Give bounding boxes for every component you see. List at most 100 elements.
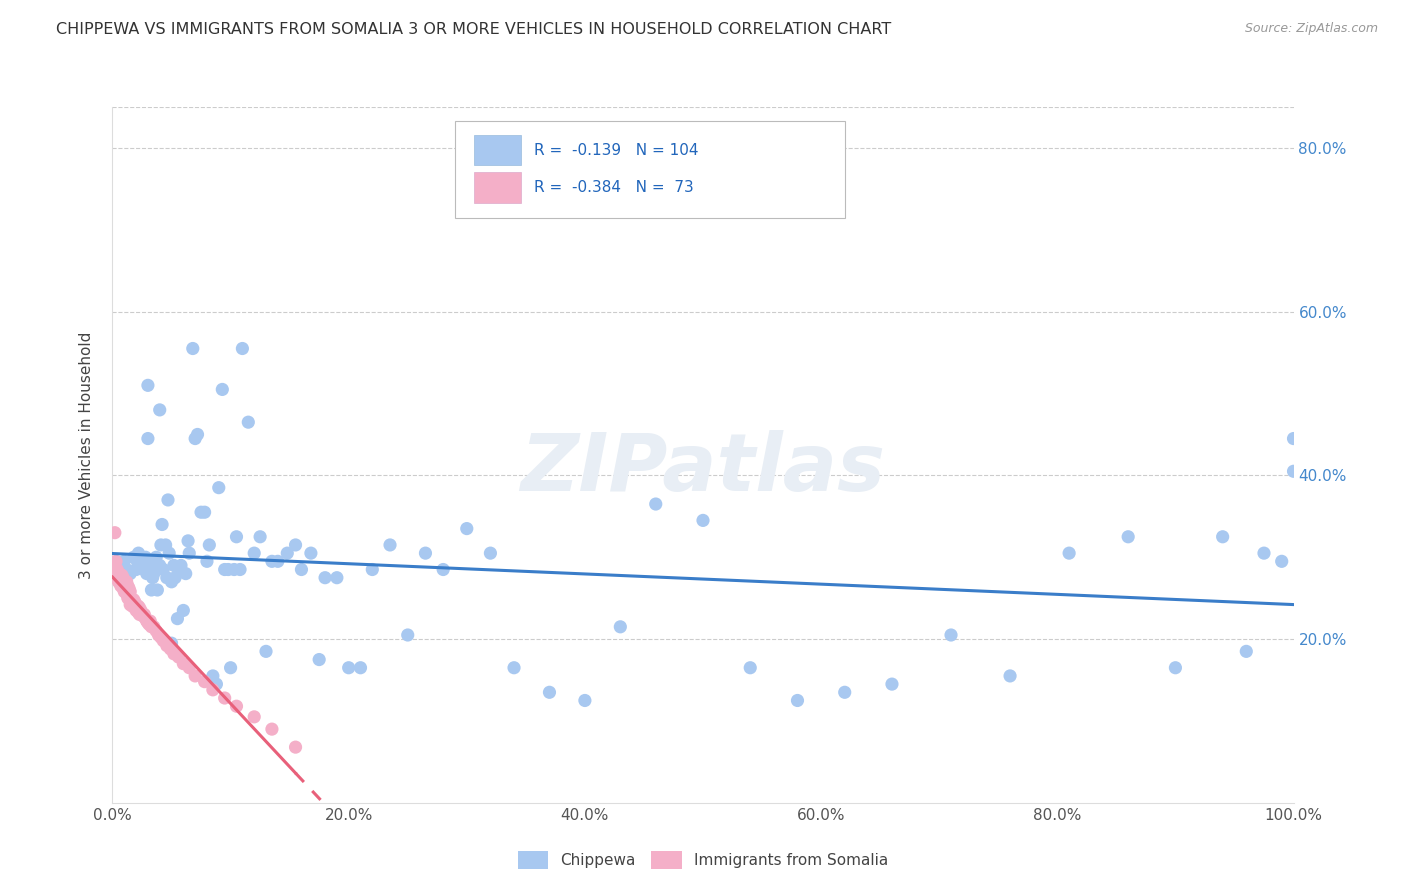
Point bbox=[163, 558, 186, 573]
Point bbox=[238, 415, 260, 429]
Point bbox=[284, 740, 307, 755]
Point bbox=[208, 481, 231, 495]
Text: R =  -0.139   N = 104: R = -0.139 N = 104 bbox=[534, 143, 699, 158]
Text: CHIPPEWA VS IMMIGRANTS FROM SOMALIA 3 OR MORE VEHICLES IN HOUSEHOLD CORRELATION : CHIPPEWA VS IMMIGRANTS FROM SOMALIA 3 OR… bbox=[56, 22, 891, 37]
Point bbox=[214, 691, 236, 706]
Point bbox=[134, 607, 156, 622]
Point bbox=[125, 598, 148, 612]
Point bbox=[121, 599, 143, 614]
Point bbox=[120, 598, 142, 612]
Point bbox=[114, 574, 136, 589]
Point bbox=[132, 609, 155, 624]
Point bbox=[112, 579, 135, 593]
Point bbox=[156, 571, 179, 585]
Point bbox=[167, 650, 190, 665]
Point bbox=[1282, 432, 1305, 446]
Point bbox=[432, 562, 454, 576]
Point bbox=[136, 432, 159, 446]
Point bbox=[503, 661, 526, 675]
Point bbox=[149, 558, 172, 573]
Point bbox=[145, 624, 167, 638]
Point bbox=[172, 657, 194, 671]
Point bbox=[155, 538, 177, 552]
Point bbox=[139, 554, 162, 568]
Point bbox=[127, 546, 149, 560]
Point bbox=[111, 568, 134, 582]
Point bbox=[260, 722, 283, 736]
Point bbox=[740, 661, 762, 675]
Point bbox=[149, 538, 172, 552]
Point bbox=[142, 620, 165, 634]
Point bbox=[127, 599, 149, 614]
Point bbox=[415, 546, 437, 560]
Point bbox=[117, 586, 139, 600]
Point bbox=[122, 599, 145, 614]
Point bbox=[179, 546, 201, 560]
Point bbox=[378, 538, 401, 552]
Point bbox=[538, 685, 561, 699]
Point bbox=[110, 579, 132, 593]
Point bbox=[156, 492, 179, 507]
Point bbox=[159, 641, 181, 656]
Point bbox=[1212, 530, 1234, 544]
Text: Source: ZipAtlas.com: Source: ZipAtlas.com bbox=[1244, 22, 1378, 36]
Point bbox=[127, 599, 149, 614]
Point bbox=[231, 342, 253, 356]
Point bbox=[184, 432, 207, 446]
Point bbox=[229, 562, 252, 576]
Point bbox=[149, 403, 172, 417]
Point bbox=[157, 546, 180, 560]
Point bbox=[184, 669, 207, 683]
Point bbox=[1057, 546, 1080, 560]
Point bbox=[149, 631, 172, 645]
Point bbox=[1271, 554, 1294, 568]
Point bbox=[284, 538, 307, 552]
Point bbox=[135, 612, 157, 626]
Point bbox=[115, 574, 138, 589]
Legend: Chippewa, Immigrants from Somalia: Chippewa, Immigrants from Somalia bbox=[512, 846, 894, 875]
Text: R =  -0.384   N =  73: R = -0.384 N = 73 bbox=[534, 180, 695, 195]
Point bbox=[136, 378, 159, 392]
Point bbox=[148, 628, 170, 642]
Point bbox=[112, 573, 135, 587]
Point bbox=[112, 571, 135, 585]
Point bbox=[205, 677, 228, 691]
Point bbox=[195, 554, 218, 568]
Point bbox=[243, 710, 266, 724]
Point bbox=[337, 661, 360, 675]
Point bbox=[165, 571, 187, 585]
Point bbox=[112, 582, 135, 596]
Point bbox=[110, 568, 132, 582]
Point bbox=[174, 566, 197, 581]
Point bbox=[120, 566, 142, 581]
Point bbox=[190, 505, 212, 519]
Point bbox=[260, 554, 283, 568]
Point bbox=[326, 571, 349, 585]
Point bbox=[112, 584, 135, 599]
Point bbox=[786, 693, 808, 707]
Point bbox=[131, 606, 153, 620]
Point bbox=[122, 592, 145, 607]
Point bbox=[160, 636, 183, 650]
Point bbox=[143, 554, 166, 568]
FancyBboxPatch shape bbox=[474, 172, 522, 203]
Point bbox=[198, 538, 221, 552]
Point bbox=[880, 677, 903, 691]
Point bbox=[127, 606, 149, 620]
Point bbox=[117, 591, 139, 606]
Point bbox=[152, 562, 174, 576]
Point bbox=[225, 699, 247, 714]
Point bbox=[124, 601, 146, 615]
Point bbox=[142, 566, 165, 581]
Point bbox=[105, 562, 128, 576]
Point bbox=[217, 562, 239, 576]
Point bbox=[314, 571, 336, 585]
Point bbox=[186, 427, 208, 442]
Point bbox=[128, 601, 150, 615]
Point bbox=[167, 562, 190, 576]
Point bbox=[214, 562, 236, 576]
Point bbox=[114, 582, 136, 596]
Point bbox=[139, 614, 162, 628]
Point bbox=[243, 546, 266, 560]
Point bbox=[138, 617, 160, 632]
